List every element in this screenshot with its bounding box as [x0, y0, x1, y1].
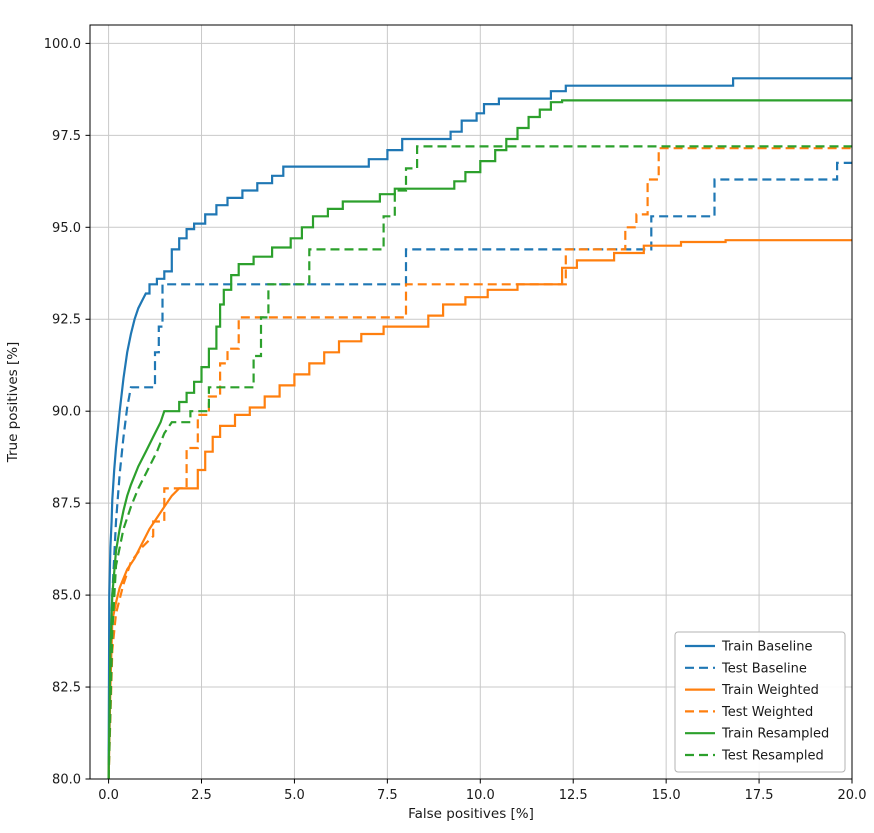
legend-label: Test Baseline [721, 661, 807, 676]
x-tick-label: 5.0 [284, 788, 305, 803]
legend-label: Test Weighted [721, 705, 813, 720]
x-tick-label: 0.0 [98, 788, 119, 803]
legend-label: Test Resampled [721, 749, 824, 764]
y-tick-label: 85.0 [52, 589, 81, 604]
legend-label: Train Baseline [721, 640, 812, 655]
series-test-resampled [107, 145, 852, 780]
series-train-weighted [107, 239, 852, 780]
legend: Train Baseline Test Baseline Train Weighte… [674, 631, 846, 773]
x-tick-label: 20.0 [838, 788, 867, 803]
legend-label: Train Weighted [721, 683, 819, 698]
legend-box [674, 631, 846, 773]
x-tick-label: 7.5 [377, 788, 398, 803]
legend-item-test-weighted: Test Weighted [685, 705, 813, 720]
y-tick-label: 92.5 [52, 313, 81, 328]
y-tick-label: 80.0 [52, 773, 81, 788]
x-tick-label: 15.0 [652, 788, 681, 803]
y-tick-label: 100.0 [44, 37, 81, 52]
y-tick-label: 90.0 [52, 405, 81, 420]
y-tick-label: 87.5 [52, 497, 81, 512]
legend-item-train-resampled: Train Resampled [685, 727, 829, 742]
legend-item-train-baseline: Train Baseline [685, 640, 812, 655]
series-test-weighted [107, 147, 852, 780]
y-tick-label: 95.0 [52, 221, 81, 236]
legend-item-test-resampled: Test Resampled [685, 749, 824, 764]
y-tick-label: 82.5 [52, 681, 81, 696]
x-axis-label: False positives [%] [408, 806, 534, 822]
axis-ticks: 0.0 2.5 5.0 7.5 10.0 12.5 15.0 17.5 20.0 80.0 82.5… [44, 37, 867, 803]
legend-item-train-weighted: Train Weighted [685, 683, 819, 698]
gridlines [90, 25, 853, 780]
series-train-resampled [107, 99, 852, 780]
series-train-baseline [107, 77, 852, 780]
y-axis-label: True positives [%] [5, 342, 21, 464]
x-tick-label: 17.5 [745, 788, 774, 803]
series-test-baseline [107, 161, 852, 780]
series-lines [107, 77, 852, 780]
legend-item-test-baseline: Test Baseline [685, 661, 807, 676]
y-tick-label: 97.5 [52, 129, 81, 144]
x-tick-label: 2.5 [191, 788, 212, 803]
plot-frame [89, 24, 853, 780]
legend-label: Train Resampled [721, 727, 829, 742]
x-tick-label: 10.0 [466, 788, 495, 803]
x-tick-label: 12.5 [559, 788, 588, 803]
